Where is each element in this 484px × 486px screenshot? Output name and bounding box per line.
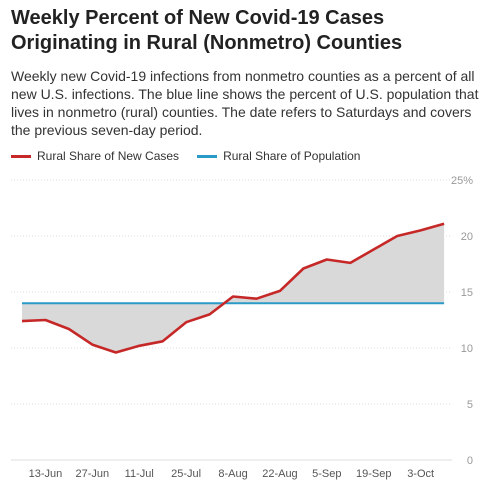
y-axis-labels: 0 5 10 15 20 25% bbox=[451, 175, 473, 467]
y-tick-label: 0 bbox=[467, 455, 473, 467]
y-tick-label: 20 bbox=[461, 231, 473, 243]
y-tick-label: 5 bbox=[467, 399, 473, 411]
legend-swatch-rural-cases bbox=[11, 154, 31, 158]
gridlines bbox=[11, 179, 452, 461]
y-tick-label: 10 bbox=[461, 343, 473, 355]
x-tick-label: 25-Jul bbox=[171, 468, 201, 480]
series-line-rural-cases bbox=[21, 222, 445, 354]
chart-title: Weekly Percent of New Covid-19 Cases Ori… bbox=[11, 7, 403, 54]
legend-item-rural-cases: Rural Share of New Cases bbox=[11, 149, 179, 163]
area-between-series bbox=[22, 223, 445, 353]
x-tick-label: 11-Jul bbox=[125, 468, 154, 480]
gap-area bbox=[22, 223, 445, 353]
x-tick-label: 19-Sep bbox=[356, 468, 391, 480]
legend-item-rural-population: Rural Share of Population bbox=[197, 149, 360, 163]
x-tick-label: 27-Jun bbox=[76, 468, 110, 480]
x-axis-labels: 13-Jun 27-Jun 11-Jul 25-Jul 8-Aug 22-Aug 5-Sep… bbox=[29, 468, 434, 480]
y-tick-label: 25% bbox=[451, 175, 473, 187]
y-tick-label: 15 bbox=[461, 287, 473, 299]
legend-label-rural-population: Rural Share of Population bbox=[223, 149, 361, 163]
x-tick-label: 22-Aug bbox=[262, 468, 297, 480]
x-tick-label: 13-Jun bbox=[29, 468, 63, 480]
chart-subtitle: Weekly new Covid-19 infections from nonm… bbox=[11, 68, 479, 138]
x-tick-label: 5-Sep bbox=[312, 468, 341, 480]
x-tick-label: 8-Aug bbox=[218, 468, 247, 480]
series-lines bbox=[21, 222, 445, 354]
x-tick-label: 3-Oct bbox=[407, 468, 434, 480]
line-chart: 0 5 10 15 20 25% 13-Jun 27-Jun 11-Jul 25-Jul 8-Au… bbox=[11, 175, 473, 480]
legend-swatch-rural-population bbox=[197, 154, 218, 158]
legend: Rural Share of New Cases Rural Share of … bbox=[11, 148, 378, 164]
legend-label-rural-cases: Rural Share of New Cases bbox=[37, 149, 180, 163]
